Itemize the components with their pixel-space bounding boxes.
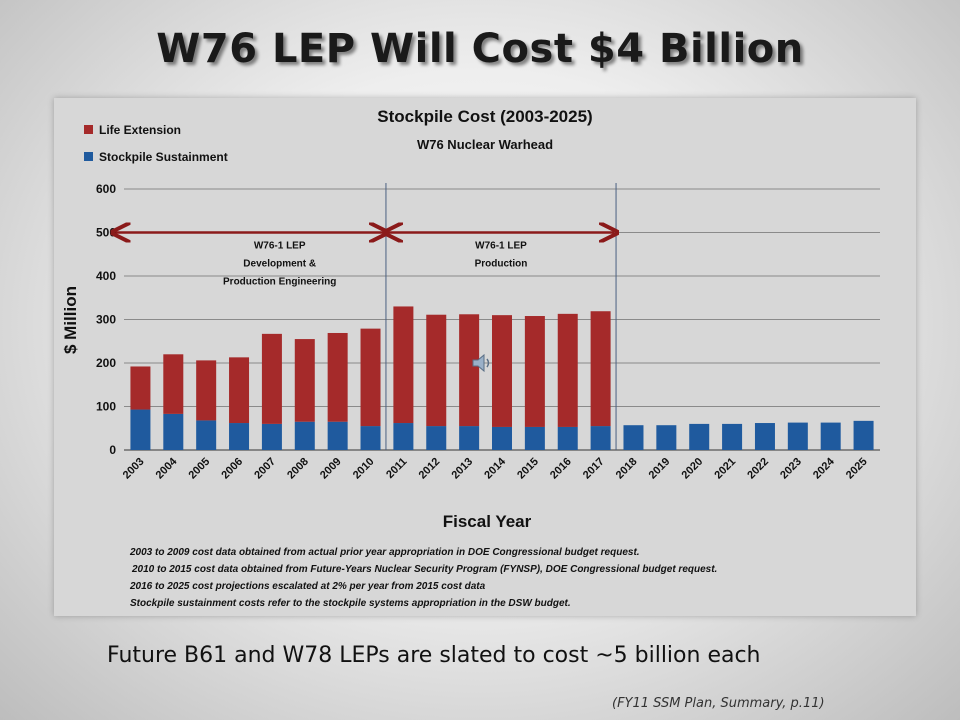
bar-stockpile-sustainment: [853, 420, 874, 450]
annotation-text: Production: [475, 259, 528, 270]
y-tick-label: 600: [96, 182, 116, 196]
annotation-text: W76-1 LEP: [254, 241, 306, 252]
x-tick-label: 2014: [482, 455, 508, 481]
x-tick-label: 2015: [515, 456, 541, 482]
x-axis-label: Fiscal Year: [443, 512, 532, 531]
bar-stockpile-sustainment: [656, 425, 677, 450]
x-tick-label: 2010: [351, 456, 377, 482]
x-tick-label: 2017: [581, 456, 607, 482]
y-tick-label: 400: [96, 269, 116, 283]
annotation-text: Production Engineering: [223, 277, 336, 288]
annotation-text: W76-1 LEP: [475, 241, 527, 252]
bar-stockpile-sustainment: [524, 426, 545, 450]
bar-life-extension: [557, 313, 578, 427]
bar-stockpile-sustainment: [196, 420, 217, 450]
x-tick-label: 2022: [745, 456, 771, 482]
stockpile-cost-chart: Stockpile Cost (2003-2025) W76 Nuclear Wa…: [61, 107, 880, 609]
bar-stockpile-sustainment: [163, 413, 184, 450]
x-tick-label: 2003: [121, 456, 147, 482]
footnote: 2003 to 2009 cost data obtained from act…: [129, 547, 640, 558]
y-tick-label: 0: [109, 443, 116, 457]
x-tick-label: 2011: [384, 456, 409, 481]
footnote: 2010 to 2015 cost data obtained from Fut…: [131, 564, 717, 575]
bar-stockpile-sustainment: [294, 421, 315, 450]
bar-life-extension: [590, 311, 611, 427]
bar-life-extension: [327, 332, 348, 422]
y-tick-label: 500: [96, 226, 116, 240]
x-tick-label: 2005: [186, 456, 212, 482]
x-tick-label: 2012: [417, 456, 443, 482]
source-citation: (FY11 SSM Plan, Summary, p.11): [612, 696, 825, 711]
x-tick-label: 2006: [219, 456, 245, 482]
footnote: Stockpile sustainment costs refer to the…: [130, 598, 571, 609]
bar-life-extension: [426, 314, 447, 427]
legend-label: Life Extension: [99, 123, 181, 137]
bar-stockpile-sustainment: [754, 423, 775, 450]
bar-stockpile-sustainment: [360, 426, 381, 450]
x-tick-label: 2019: [647, 456, 673, 482]
x-tick-label: 2021: [712, 456, 738, 482]
x-tick-label: 2025: [844, 456, 870, 482]
x-tick-label: 2020: [680, 456, 706, 482]
bar-stockpile-sustainment: [590, 426, 611, 450]
footnote: 2016 to 2025 cost projections escalated …: [129, 581, 486, 592]
y-tick-label: 300: [96, 313, 116, 327]
x-tick-label: 2007: [252, 456, 278, 482]
chart-panel: Stockpile Cost (2003-2025) W76 Nuclear Wa…: [54, 98, 916, 616]
bar-stockpile-sustainment: [426, 426, 447, 450]
slide-caption: Future B61 and W78 LEPs are slated to co…: [107, 643, 761, 668]
chart-title: Stockpile Cost (2003-2025): [377, 107, 592, 126]
bar-life-extension: [163, 354, 184, 414]
x-tick-label: 2016: [548, 456, 574, 482]
bar-life-extension: [229, 357, 250, 424]
y-axis-label: $ Million: [61, 286, 80, 354]
bar-stockpile-sustainment: [787, 422, 808, 450]
y-tick-label: 200: [96, 356, 116, 370]
x-tick-label: 2024: [811, 455, 837, 481]
x-tick-label: 2023: [778, 456, 804, 482]
bar-life-extension: [130, 366, 151, 410]
bar-stockpile-sustainment: [722, 423, 743, 450]
x-tick-label: 2008: [285, 456, 311, 482]
bar-life-extension: [524, 316, 545, 427]
bar-stockpile-sustainment: [130, 409, 151, 450]
annotation-text: Development &: [243, 259, 316, 270]
x-tick-label: 2009: [318, 456, 344, 482]
bar-stockpile-sustainment: [492, 426, 512, 450]
bar-stockpile-sustainment: [820, 422, 841, 450]
bar-stockpile-sustainment: [327, 421, 348, 450]
bar-life-extension: [261, 333, 282, 424]
slide-title: W76 LEP Will Cost $4 Billion: [156, 26, 804, 72]
speaker-icon[interactable]: [470, 352, 494, 374]
bar-stockpile-sustainment: [459, 426, 480, 450]
bar-life-extension: [492, 315, 512, 427]
y-tick-label: 100: [96, 400, 116, 414]
legend-swatch: [84, 125, 93, 134]
bar-stockpile-sustainment: [229, 423, 250, 450]
bar-life-extension: [459, 314, 480, 427]
bar-stockpile-sustainment: [557, 426, 578, 450]
bar-life-extension: [360, 328, 381, 427]
legend-label: Stockpile Sustainment: [99, 150, 228, 164]
x-tick-label: 2004: [154, 455, 180, 481]
x-tick-label: 2018: [614, 456, 640, 482]
bar-stockpile-sustainment: [623, 425, 644, 450]
bar-stockpile-sustainment: [261, 423, 282, 450]
x-tick-label: 2013: [449, 456, 475, 482]
bar-life-extension: [393, 306, 414, 424]
bar-life-extension: [294, 339, 315, 422]
chart-subtitle: W76 Nuclear Warhead: [417, 137, 553, 152]
bar-stockpile-sustainment: [689, 423, 710, 450]
legend-swatch: [84, 152, 93, 161]
bar-stockpile-sustainment: [393, 423, 414, 450]
bar-life-extension: [196, 360, 217, 421]
